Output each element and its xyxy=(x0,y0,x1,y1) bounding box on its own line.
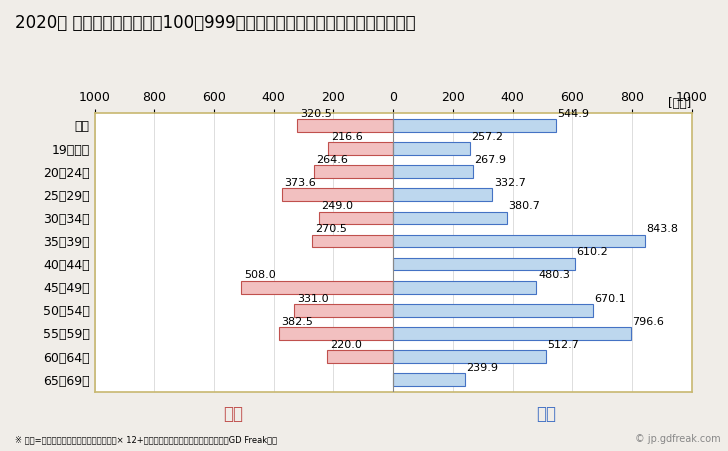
Bar xyxy=(393,212,507,224)
Text: 女性: 女性 xyxy=(223,405,243,423)
Bar xyxy=(393,258,575,271)
Text: 331.0: 331.0 xyxy=(297,294,328,304)
Text: 796.6: 796.6 xyxy=(633,317,664,327)
Bar xyxy=(242,281,393,294)
Bar xyxy=(282,189,393,201)
Text: 480.3: 480.3 xyxy=(538,271,570,281)
Bar xyxy=(393,119,555,132)
Text: 239.9: 239.9 xyxy=(466,363,498,373)
Text: 257.2: 257.2 xyxy=(472,132,503,142)
Text: 男性: 男性 xyxy=(536,405,556,423)
Text: 512.7: 512.7 xyxy=(547,340,579,350)
Text: © jp.gdfreak.com: © jp.gdfreak.com xyxy=(635,434,721,444)
Bar xyxy=(393,142,470,155)
Bar xyxy=(328,350,393,363)
Text: 843.8: 843.8 xyxy=(646,224,678,234)
Bar xyxy=(393,304,593,317)
Text: ※ 年収=「きまって支給する現金給与額」× 12+「年間賞与その他特別給与額」としてGD Freak推計: ※ 年収=「きまって支給する現金給与額」× 12+「年間賞与その他特別給与額」と… xyxy=(15,435,277,444)
Text: [万円]: [万円] xyxy=(668,97,692,110)
Bar xyxy=(393,350,546,363)
Text: 332.7: 332.7 xyxy=(494,178,526,188)
Bar xyxy=(393,189,492,201)
Bar xyxy=(393,373,464,386)
Bar xyxy=(393,327,631,340)
Bar xyxy=(314,166,393,178)
Bar xyxy=(312,235,393,247)
Text: 216.6: 216.6 xyxy=(331,132,363,142)
Text: 320.5: 320.5 xyxy=(300,109,331,119)
Bar xyxy=(393,166,473,178)
Bar xyxy=(294,304,393,317)
Text: 382.5: 382.5 xyxy=(281,317,313,327)
Text: 2020年 民間企業（従業者数100〜999人）フルタイム労働者の男女別平均年収: 2020年 民間企業（従業者数100〜999人）フルタイム労働者の男女別平均年収 xyxy=(15,14,415,32)
Text: 267.9: 267.9 xyxy=(475,155,507,165)
Text: 544.9: 544.9 xyxy=(557,109,589,119)
Text: 220.0: 220.0 xyxy=(330,340,362,350)
Text: 610.2: 610.2 xyxy=(577,247,609,258)
Bar xyxy=(328,142,393,155)
Text: 508.0: 508.0 xyxy=(244,271,276,281)
Bar xyxy=(393,235,645,247)
Bar xyxy=(279,327,393,340)
Bar xyxy=(393,281,537,294)
Text: 264.6: 264.6 xyxy=(317,155,349,165)
Text: 249.0: 249.0 xyxy=(321,201,353,211)
Bar xyxy=(298,119,393,132)
Bar xyxy=(319,212,393,224)
Text: 380.7: 380.7 xyxy=(508,201,540,211)
Text: 373.6: 373.6 xyxy=(284,178,316,188)
Text: 670.1: 670.1 xyxy=(595,294,626,304)
Text: 270.5: 270.5 xyxy=(314,224,347,234)
